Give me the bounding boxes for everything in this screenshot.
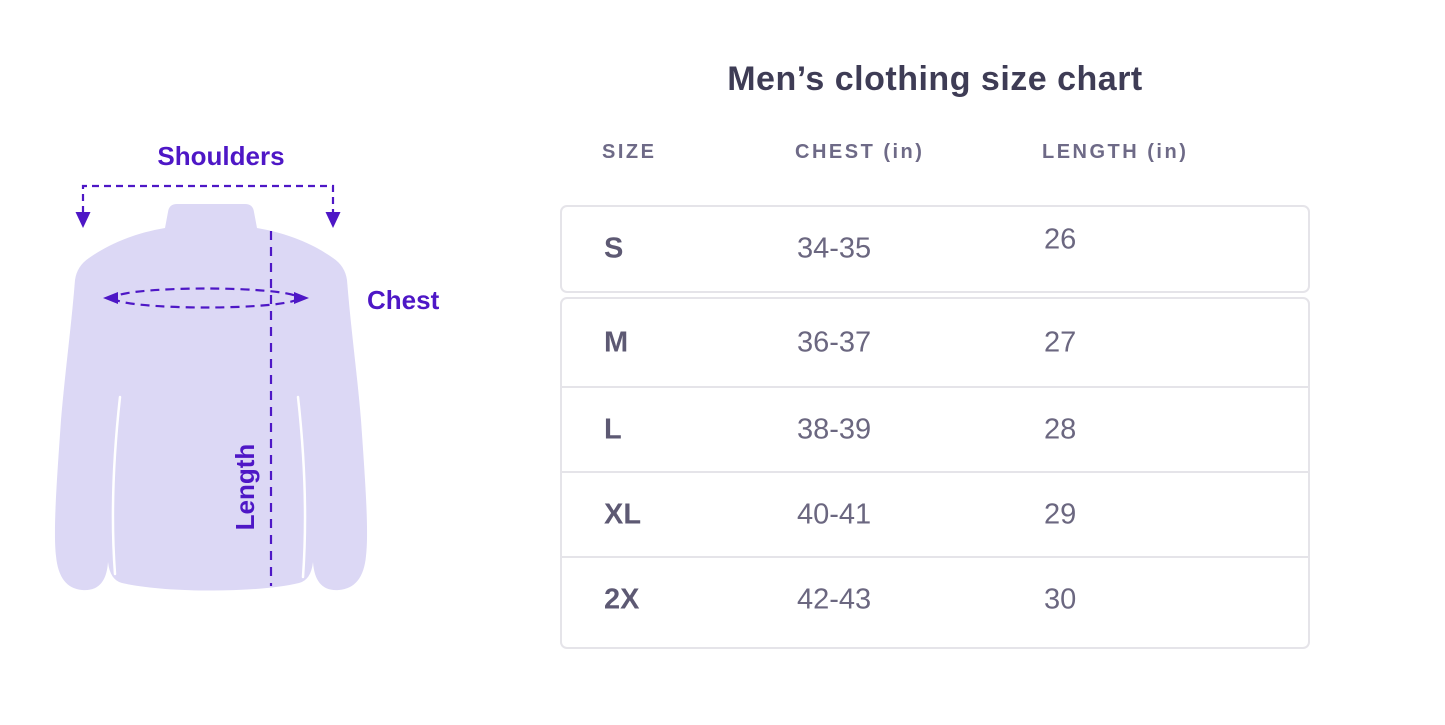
- right-sleeve-seam: [296, 395, 307, 579]
- chest-label: Chest: [367, 285, 440, 315]
- size-cell: XL: [604, 498, 642, 530]
- size-cell: L: [604, 413, 622, 445]
- shoulders-left-arrow-icon: [75, 212, 91, 228]
- length-label: Length: [230, 443, 260, 531]
- size-cell: S: [604, 232, 624, 265]
- table-card-s: S 34-35 26: [560, 205, 1310, 293]
- chest-cell: 42-43: [797, 583, 872, 615]
- length-cell: 28: [1044, 413, 1077, 445]
- shirt-measurement-diagram: Shoulders Chest Length: [0, 0, 520, 725]
- shirt-illustration: [54, 184, 368, 591]
- size-cell: M: [604, 326, 629, 358]
- chest-cell: 40-41: [797, 498, 872, 530]
- size-cell: 2X: [604, 583, 640, 615]
- chest-cell: 34-35: [797, 232, 872, 265]
- table-row-m: M 36-37 27: [562, 299, 1308, 386]
- shoulders-right-arrow-icon: [325, 212, 341, 228]
- table-row-s: S 34-35 26: [562, 207, 1308, 291]
- shoulders-label: Shoulders: [157, 141, 285, 171]
- table-row-2x: 2X 42-43 30: [562, 556, 1308, 641]
- length-cell: 26: [1044, 223, 1077, 256]
- chest-cell: 36-37: [797, 326, 872, 358]
- column-header-length: LENGTH (in): [1042, 141, 1189, 163]
- chest-left-arrow-icon: [103, 292, 118, 304]
- column-header-chest: CHEST (in): [795, 141, 925, 163]
- length-cell: 30: [1044, 583, 1077, 615]
- length-cell: 29: [1044, 498, 1077, 530]
- size-table-panel: Men’s clothing size chart SIZE CHEST (in…: [560, 0, 1310, 725]
- shirt-silhouette: [54, 204, 368, 591]
- chest-right-arrow-icon: [294, 292, 309, 304]
- table-row-xl: XL 40-41 29: [562, 471, 1308, 556]
- column-header-size: SIZE: [602, 141, 657, 163]
- table-header-row: SIZE CHEST (in) LENGTH (in): [560, 141, 1310, 167]
- shoulders-bracket-line: [81, 184, 335, 213]
- page-title: Men’s clothing size chart: [727, 60, 1143, 98]
- length-cell: 27: [1044, 326, 1077, 358]
- chest-cell: 38-39: [797, 413, 872, 445]
- left-sleeve-seam: [111, 395, 122, 576]
- table-card-rest: M 36-37 27 L 38-39 28 XL 40-41 29 2X 42-…: [560, 297, 1310, 649]
- table-row-l: L 38-39 28: [562, 386, 1308, 471]
